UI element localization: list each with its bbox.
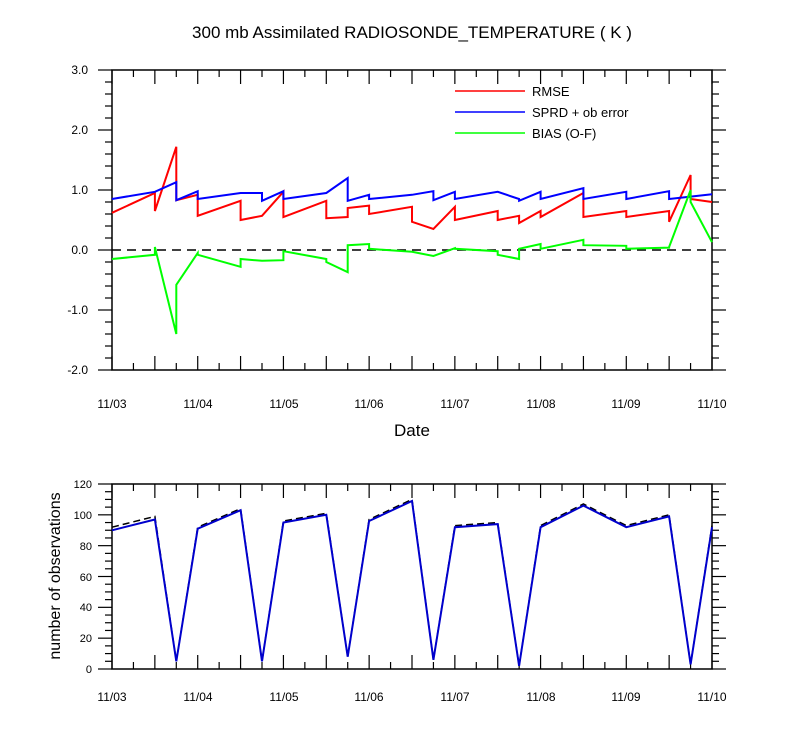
x-tick-label: 11/10 [697,397,726,411]
bottom-chart: 0 20 40 60 80 100 120 11/03 11/04 11/05 … [47,479,727,704]
x-tick-label: 11/08 [526,690,555,704]
legend-item-rmse: RMSE [455,84,570,99]
y-tick-label: 20 [80,633,92,645]
x-tick-label: 11/08 [526,397,555,411]
y-tick-label: 40 [80,602,92,614]
y-tick-label: -1.0 [67,303,88,317]
x-tick-label: 11/06 [354,397,383,411]
y-tick-label: 60 [80,572,92,584]
top-axis-ticks [98,69,726,371]
bias-series-line [111,189,713,335]
x-tick-label: 11/06 [354,690,383,704]
sprd-series-line [111,176,713,203]
y-tick-label: 2.0 [71,123,88,137]
observations-line [111,499,713,667]
y-tick-label: 0 [86,664,92,676]
legend-label: RMSE [532,84,570,99]
chart-title: 300 mb Assimilated RADIOSONDE_TEMPERATUR… [192,23,632,42]
y-tick-label: 1.0 [71,183,88,197]
y-tick-label: 0.0 [71,243,88,257]
bottom-y-tick-labels: 0 20 40 60 80 100 120 [74,479,92,676]
x-tick-label: 11/07 [440,690,469,704]
top-x-tick-labels: 11/03 11/04 11/05 11/06 11/07 11/08 11/0… [97,397,726,411]
legend-label: SPRD + ob error [532,105,629,120]
x-tick-label: 11/05 [269,397,298,411]
legend-item-bias: BIAS (O-F) [455,126,596,141]
y-tick-label: 100 [74,510,92,522]
legend-item-sprd: SPRD + ob error [455,105,629,120]
legend-label: BIAS (O-F) [532,126,596,141]
x-tick-label: 11/03 [97,397,126,411]
bottom-axis-ticks [98,483,726,670]
x-tick-label: 11/03 [97,690,126,704]
bottom-x-tick-labels: 11/03 11/04 11/05 11/06 11/07 11/08 11/0… [97,690,726,704]
x-tick-label: 11/04 [183,690,212,704]
x-axis-label: Date [394,421,430,440]
x-tick-label: 11/09 [611,690,640,704]
rmse-series-line [111,146,713,231]
legend: RMSE SPRD + ob error BIAS (O-F) [455,84,629,141]
top-chart: 300 mb Assimilated RADIOSONDE_TEMPERATUR… [67,23,727,440]
observations-dashed-line [111,498,713,667]
y-tick-label: 3.0 [71,63,88,77]
y-tick-label: -2.0 [67,363,88,377]
top-y-tick-labels: -2.0 -1.0 0.0 1.0 2.0 3.0 [67,63,88,377]
y-axis-label: number of observations [47,492,64,659]
x-tick-label: 11/10 [697,690,726,704]
y-tick-label: 120 [74,479,92,491]
x-tick-label: 11/05 [269,690,298,704]
x-tick-label: 11/07 [440,397,469,411]
bottom-plot-frame [111,483,713,670]
x-tick-label: 11/04 [183,397,212,411]
y-tick-label: 80 [80,541,92,553]
x-tick-label: 11/09 [611,397,640,411]
